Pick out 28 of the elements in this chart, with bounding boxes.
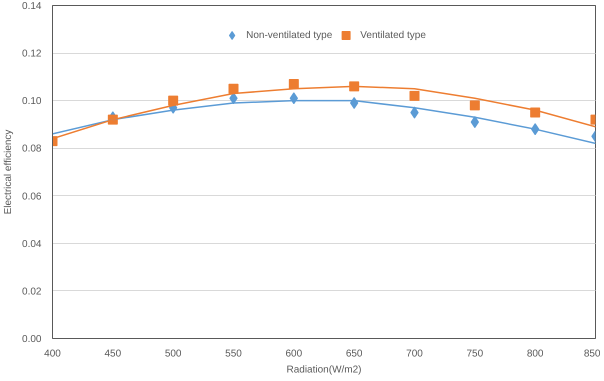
- y-tick-label: 0.10: [22, 96, 42, 108]
- x-tick-label: 800: [526, 348, 544, 360]
- y-axis-title: Electrical efficiency: [3, 130, 14, 214]
- x-tick-label: 550: [225, 348, 242, 360]
- x-tick-label: 750: [466, 348, 484, 360]
- legend-label: Ventilated type: [360, 30, 426, 40]
- point: [470, 100, 480, 110]
- y-tick-label: 0.12: [22, 48, 42, 60]
- x-tick-label: 500: [164, 348, 182, 360]
- x-tick-label: 600: [285, 348, 303, 360]
- point: [288, 78, 299, 89]
- legend-label: Non-ventilated type: [246, 30, 332, 40]
- x-axis-title: Radiation(W/m2): [286, 364, 362, 376]
- y-tick-label: 0.04: [22, 238, 42, 250]
- point: [168, 96, 178, 106]
- x-tick-label: 450: [104, 348, 122, 360]
- y-tick-label: 0.02: [22, 286, 42, 298]
- x-tick-label: 700: [406, 348, 424, 360]
- point: [410, 106, 419, 119]
- x-tick-label: 400: [44, 348, 62, 360]
- x-tick-label: 850: [584, 348, 601, 360]
- x-tick-label: 650: [346, 348, 363, 360]
- y-tick-label: 0.06: [22, 191, 42, 202]
- point: [228, 84, 238, 94]
- y-tick-label: 0.14: [22, 1, 42, 12]
- point: [410, 90, 420, 101]
- y-tick-label: 0.08: [22, 144, 42, 155]
- y-tick-label: 0.00: [22, 334, 42, 345]
